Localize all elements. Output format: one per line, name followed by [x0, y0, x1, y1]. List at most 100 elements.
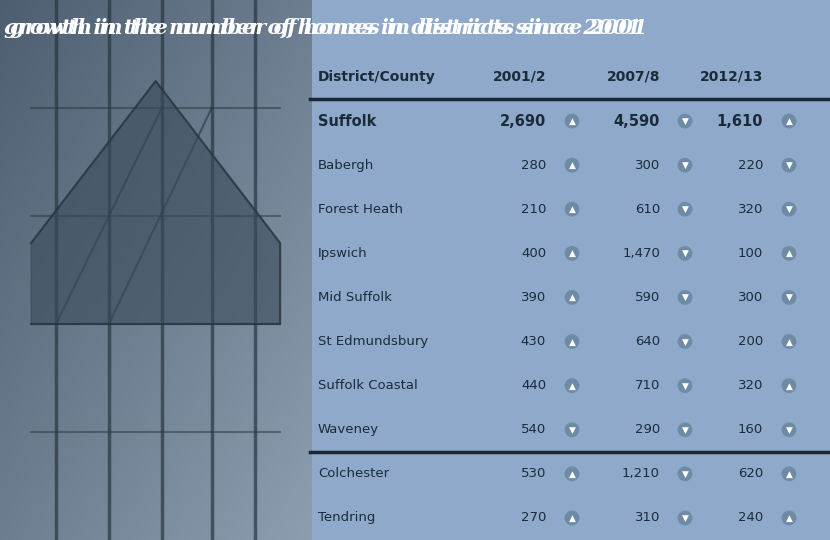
- Ellipse shape: [677, 379, 692, 393]
- Ellipse shape: [677, 334, 692, 349]
- Text: 1,470: 1,470: [622, 247, 660, 260]
- Ellipse shape: [677, 246, 692, 261]
- Text: ▲: ▲: [569, 161, 575, 170]
- Ellipse shape: [677, 114, 692, 129]
- Text: ▲: ▲: [569, 205, 575, 214]
- Text: 2,690: 2,690: [500, 113, 546, 129]
- Text: 300: 300: [635, 159, 660, 172]
- Text: growth in the number of homes in districts since 2001: growth in the number of homes in distric…: [10, 17, 647, 37]
- Text: 280: 280: [520, 159, 546, 172]
- Text: 320: 320: [738, 379, 763, 392]
- Text: 300: 300: [738, 291, 763, 304]
- Ellipse shape: [782, 202, 796, 217]
- Text: Suffolk: Suffolk: [318, 113, 376, 129]
- Text: ▼: ▼: [785, 161, 793, 170]
- Text: Forest Heath: Forest Heath: [318, 202, 403, 216]
- Text: Tendring: Tendring: [318, 511, 375, 524]
- Text: Suffolk Coastal: Suffolk Coastal: [318, 379, 417, 392]
- Ellipse shape: [782, 379, 796, 393]
- Text: 310: 310: [635, 511, 660, 524]
- Text: 390: 390: [520, 291, 546, 304]
- Ellipse shape: [677, 290, 692, 305]
- Ellipse shape: [677, 158, 692, 172]
- Text: ▼: ▼: [681, 205, 688, 214]
- Text: 430: 430: [520, 335, 546, 348]
- Text: ▼: ▼: [681, 514, 688, 523]
- Text: 1,610: 1,610: [716, 113, 763, 129]
- Text: ▲: ▲: [569, 382, 575, 390]
- Text: 100: 100: [738, 247, 763, 260]
- Text: ▼: ▼: [681, 382, 688, 390]
- Ellipse shape: [564, 290, 579, 305]
- Text: ▲: ▲: [569, 514, 575, 523]
- Text: 270: 270: [520, 511, 546, 524]
- Text: 530: 530: [520, 467, 546, 481]
- Text: ▼: ▼: [681, 470, 688, 479]
- Text: ▲: ▲: [569, 293, 575, 302]
- Text: 1,210: 1,210: [622, 467, 660, 481]
- Text: District/County: District/County: [318, 70, 436, 84]
- Text: ▲: ▲: [785, 338, 793, 347]
- Text: Ipswich: Ipswich: [318, 247, 368, 260]
- Text: ▼: ▼: [681, 117, 688, 126]
- Text: 220: 220: [738, 159, 763, 172]
- Text: ▼: ▼: [785, 426, 793, 435]
- Text: ▼: ▼: [681, 249, 688, 258]
- Text: Colchester: Colchester: [318, 467, 389, 481]
- Text: ▲: ▲: [569, 470, 575, 479]
- Ellipse shape: [564, 467, 579, 481]
- Text: 320: 320: [738, 202, 763, 216]
- Ellipse shape: [677, 511, 692, 525]
- Text: ▼: ▼: [785, 293, 793, 302]
- Text: 2012/13: 2012/13: [700, 70, 763, 84]
- Text: ▼: ▼: [681, 338, 688, 347]
- Ellipse shape: [564, 334, 579, 349]
- Text: St Edmundsbury: St Edmundsbury: [318, 335, 428, 348]
- Ellipse shape: [564, 202, 579, 217]
- Text: ▲: ▲: [785, 249, 793, 258]
- Ellipse shape: [782, 422, 796, 437]
- Ellipse shape: [782, 334, 796, 349]
- Text: 540: 540: [520, 423, 546, 436]
- Text: ▼: ▼: [681, 426, 688, 435]
- Text: 210: 210: [520, 202, 546, 216]
- Text: ▼: ▼: [681, 161, 688, 170]
- Text: 2001/2: 2001/2: [492, 70, 546, 84]
- Ellipse shape: [564, 246, 579, 261]
- Text: 2007/8: 2007/8: [607, 70, 660, 84]
- Text: 160: 160: [738, 423, 763, 436]
- Text: 400: 400: [521, 247, 546, 260]
- Ellipse shape: [564, 158, 579, 172]
- Polygon shape: [32, 81, 281, 324]
- Ellipse shape: [782, 511, 796, 525]
- Text: growth in the number of homes in districts since 2001: growth in the number of homes in distric…: [4, 17, 642, 37]
- Ellipse shape: [782, 246, 796, 261]
- Text: 620: 620: [738, 467, 763, 481]
- Text: ▲: ▲: [569, 117, 575, 126]
- Text: 640: 640: [635, 335, 660, 348]
- Text: ▲: ▲: [785, 117, 793, 126]
- Text: 290: 290: [635, 423, 660, 436]
- Ellipse shape: [782, 158, 796, 172]
- Ellipse shape: [564, 511, 579, 525]
- Text: ▲: ▲: [785, 382, 793, 390]
- Text: 200: 200: [738, 335, 763, 348]
- Text: 440: 440: [521, 379, 546, 392]
- Text: 240: 240: [738, 511, 763, 524]
- Text: ▲: ▲: [569, 249, 575, 258]
- Text: Babergh: Babergh: [318, 159, 374, 172]
- Text: ▼: ▼: [785, 205, 793, 214]
- Text: Mid Suffolk: Mid Suffolk: [318, 291, 392, 304]
- Text: ▲: ▲: [569, 338, 575, 347]
- Ellipse shape: [564, 379, 579, 393]
- Text: Waveney: Waveney: [318, 423, 379, 436]
- Ellipse shape: [564, 114, 579, 129]
- Text: ▲: ▲: [785, 514, 793, 523]
- Text: ▼: ▼: [681, 293, 688, 302]
- Text: 4,590: 4,590: [613, 113, 660, 129]
- Ellipse shape: [782, 290, 796, 305]
- Text: 590: 590: [635, 291, 660, 304]
- Text: ▲: ▲: [785, 470, 793, 479]
- Text: ▼: ▼: [569, 426, 575, 435]
- Text: 710: 710: [635, 379, 660, 392]
